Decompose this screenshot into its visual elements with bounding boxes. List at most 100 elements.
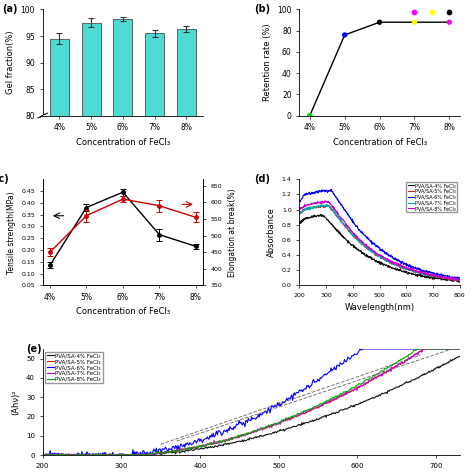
PVA/SA-6% FeCl₃ — [289, 392, 295, 398]
PVA/SA-8% FeCl₃ — [383, 256, 389, 262]
PVA/SA-7% FeCl₃ — [428, 273, 434, 279]
Bar — [113, 19, 132, 474]
Text: (d): (d) — [255, 174, 271, 184]
PVA/SA-6% FeCl₃ — [383, 346, 389, 352]
PVA/SA-7% FeCl₃ — [288, 416, 294, 422]
PVA/SA-5% FeCl₃ — [392, 262, 398, 267]
Text: (c): (c) — [0, 174, 9, 184]
Bar — [50, 39, 69, 474]
PVA/SA-6% FeCl₃ — [428, 270, 434, 276]
PVA/SA-7% FeCl₃ — [454, 277, 459, 283]
PVA/SA-7% FeCl₃ — [382, 369, 387, 375]
PVA/SA-6% FeCl₃ — [448, 346, 454, 352]
PVA/SA-5% FeCl₃ — [40, 451, 46, 457]
Bar — [82, 23, 100, 474]
PVA/SA-5% FeCl₃ — [421, 346, 427, 352]
PVA/SA-7% FeCl₃ — [457, 278, 463, 284]
Point — [341, 31, 348, 39]
Point — [410, 18, 418, 26]
PVA/SA-6% FeCl₃ — [239, 421, 245, 427]
PVA/SA-8% FeCl₃ — [456, 278, 461, 283]
PVA/SA-4% FeCl₃ — [428, 275, 434, 281]
Bar — [145, 33, 164, 474]
PVA/SA-5% FeCl₃ — [297, 211, 302, 217]
PVA/SA-5% FeCl₃ — [324, 202, 330, 208]
PVA/SA-4% FeCl₃ — [457, 278, 463, 284]
PVA/SA-6% FeCl₃ — [241, 421, 247, 427]
PVA/SA-7% FeCl₃ — [238, 432, 244, 438]
PVA/SA-4% FeCl₃ — [374, 259, 380, 264]
PVA/SA-6% FeCl₃ — [374, 242, 380, 248]
Line: PVA/SA-4% FeCl₃: PVA/SA-4% FeCl₃ — [300, 214, 460, 283]
PVA/SA-7% FeCl₃ — [374, 252, 380, 258]
PVA/SA-8% FeCl₃ — [457, 276, 463, 282]
Y-axis label: Gel fraction(%): Gel fraction(%) — [6, 31, 15, 94]
Line: PVA/SA-5% FeCl₃: PVA/SA-5% FeCl₃ — [43, 349, 460, 455]
Text: (b): (b) — [255, 4, 271, 14]
PVA/SA-5% FeCl₃ — [383, 370, 388, 376]
PVA/SA-6% FeCl₃ — [41, 452, 46, 458]
Point — [446, 18, 453, 26]
PVA/SA-7% FeCl₃ — [383, 259, 389, 264]
Y-axis label: Retention rate (%): Retention rate (%) — [263, 24, 272, 101]
PVA/SA-8% FeCl₃ — [383, 366, 388, 372]
PVA/SA-7% FeCl₃ — [265, 424, 271, 429]
PVA/SA-8% FeCl₃ — [239, 432, 245, 438]
X-axis label: Concentration of FeCl₃: Concentration of FeCl₃ — [332, 138, 427, 147]
PVA/SA-4% FeCl₃ — [42, 452, 47, 458]
Line: PVA/SA-6% FeCl₃: PVA/SA-6% FeCl₃ — [300, 189, 460, 280]
Bar — [177, 29, 196, 474]
Point — [376, 18, 383, 26]
PVA/SA-8% FeCl₃ — [373, 251, 379, 256]
PVA/SA-4% FeCl₃ — [266, 431, 272, 437]
PVA/SA-7% FeCl₃ — [448, 346, 454, 352]
Y-axis label: Elongation at break(%): Elongation at break(%) — [228, 188, 237, 276]
Line: PVA/SA-8% FeCl₃: PVA/SA-8% FeCl₃ — [300, 201, 460, 281]
Text: (a): (a) — [2, 4, 18, 14]
PVA/SA-4% FeCl₃ — [319, 211, 324, 217]
PVA/SA-8% FeCl₃ — [40, 451, 46, 457]
PVA/SA-8% FeCl₃ — [266, 423, 272, 429]
PVA/SA-7% FeCl₃ — [373, 252, 379, 258]
PVA/SA-4% FeCl₃ — [454, 277, 459, 283]
Point — [410, 8, 418, 15]
PVA/SA-6% FeCl₃ — [457, 346, 463, 352]
PVA/SA-8% FeCl₃ — [392, 260, 398, 266]
PVA/SA-4% FeCl₃ — [383, 262, 389, 268]
PVA/SA-6% FeCl₃ — [392, 255, 398, 261]
PVA/SA-5% FeCl₃ — [374, 253, 380, 259]
PVA/SA-5% FeCl₃ — [266, 423, 272, 429]
PVA/SA-4% FeCl₃ — [456, 280, 462, 285]
PVA/SA-6% FeCl₃ — [359, 346, 365, 352]
PVA/SA-6% FeCl₃ — [383, 251, 389, 257]
Point — [428, 8, 436, 15]
PVA/SA-4% FeCl₃ — [457, 354, 463, 359]
PVA/SA-8% FeCl₃ — [289, 413, 295, 419]
Line: PVA/SA-5% FeCl₃: PVA/SA-5% FeCl₃ — [300, 205, 460, 281]
PVA/SA-8% FeCl₃ — [448, 346, 454, 352]
PVA/SA-5% FeCl₃ — [454, 277, 459, 283]
PVA/SA-6% FeCl₃ — [454, 276, 459, 282]
PVA/SA-7% FeCl₃ — [457, 346, 463, 352]
PVA/SA-5% FeCl₃ — [428, 272, 434, 277]
Line: PVA/SA-6% FeCl₃: PVA/SA-6% FeCl₃ — [43, 349, 460, 455]
PVA/SA-4% FeCl₃ — [40, 451, 46, 457]
Line: PVA/SA-7% FeCl₃: PVA/SA-7% FeCl₃ — [43, 349, 460, 455]
PVA/SA-5% FeCl₃ — [289, 416, 295, 421]
PVA/SA-5% FeCl₃ — [454, 278, 460, 283]
PVA/SA-6% FeCl₃ — [40, 451, 46, 457]
PVA/SA-7% FeCl₃ — [40, 452, 46, 458]
PVA/SA-8% FeCl₃ — [454, 276, 459, 282]
PVA/SA-7% FeCl₃ — [324, 202, 329, 208]
PVA/SA-7% FeCl₃ — [240, 432, 246, 438]
PVA/SA-7% FeCl₃ — [297, 210, 302, 216]
PVA/SA-5% FeCl₃ — [41, 452, 46, 458]
PVA/SA-8% FeCl₃ — [428, 273, 434, 278]
PVA/SA-4% FeCl₃ — [241, 437, 247, 443]
PVA/SA-5% FeCl₃ — [239, 432, 245, 438]
PVA/SA-4% FeCl₃ — [448, 357, 454, 363]
Line: PVA/SA-4% FeCl₃: PVA/SA-4% FeCl₃ — [43, 356, 460, 455]
Legend: PVA/SA-4% FeCl₃, PVA/SA-5% FeCl₃, PVA/SA-6% FeCl₃, PVA/SA-7% FeCl₃, PVA/SA-8% Fe: PVA/SA-4% FeCl₃, PVA/SA-5% FeCl₃, PVA/SA… — [406, 182, 457, 212]
PVA/SA-4% FeCl₃ — [383, 390, 388, 395]
PVA/SA-8% FeCl₃ — [42, 452, 48, 458]
